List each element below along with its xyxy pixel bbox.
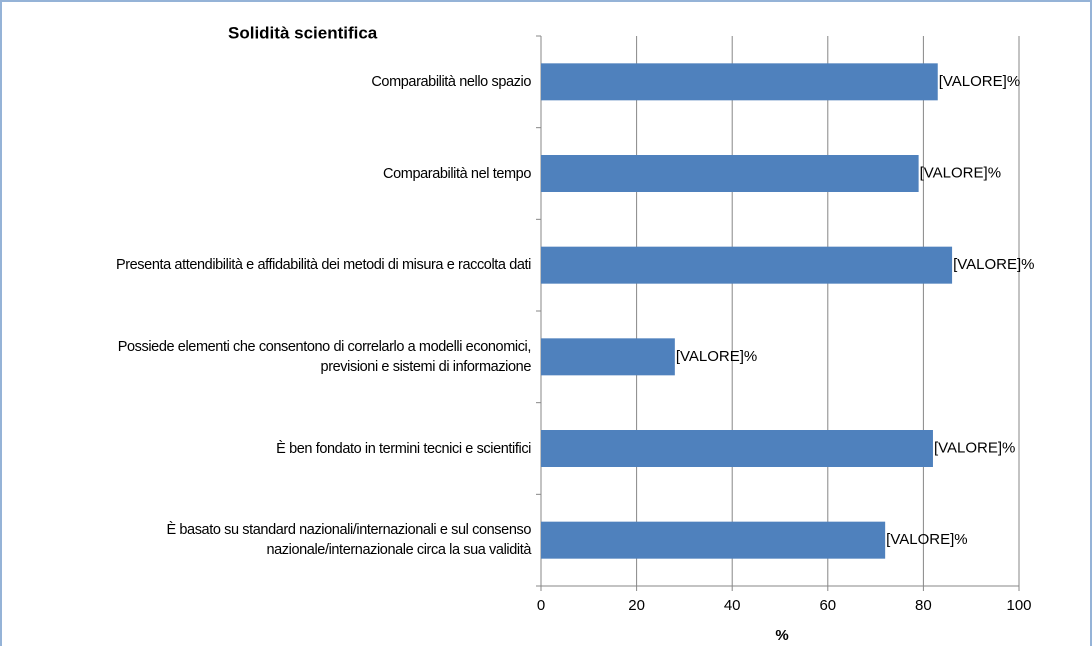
x-tick-label: 20 bbox=[628, 597, 645, 614]
y-tick-label: Possiede elementi che consentono di corr… bbox=[117, 338, 532, 375]
x-axis-label: % bbox=[775, 627, 788, 644]
value-label: [VALORE]% bbox=[676, 348, 757, 365]
value-label: [VALORE]% bbox=[939, 73, 1020, 90]
bar bbox=[541, 338, 675, 376]
x-tick-label: 40 bbox=[724, 597, 741, 614]
x-tick-label: 0 bbox=[537, 597, 545, 614]
value-label: [VALORE]% bbox=[886, 531, 967, 548]
value-label: [VALORE]% bbox=[953, 256, 1034, 273]
x-tick-label: 100 bbox=[1006, 597, 1031, 614]
y-tick-label: Presenta attendibilità e affidabilità de… bbox=[115, 257, 531, 274]
bar bbox=[541, 155, 919, 192]
bar bbox=[541, 521, 886, 559]
y-tick-label: Comparabilità nel tempo bbox=[383, 165, 531, 182]
value-label: [VALORE]% bbox=[934, 439, 1015, 456]
chart-title: Solidità scientifica bbox=[228, 23, 378, 42]
x-tick-label: 60 bbox=[819, 597, 836, 614]
y-tick-label: Comparabilità nello spazio bbox=[371, 73, 531, 90]
bar bbox=[541, 63, 938, 101]
y-tick-label: È basato su standard nazionali/internazi… bbox=[166, 522, 531, 559]
x-tick-label: 80 bbox=[915, 597, 932, 614]
bar bbox=[541, 246, 953, 284]
value-label: [VALORE]% bbox=[920, 164, 1001, 181]
bar bbox=[541, 430, 933, 467]
y-tick-label: È ben fondato in termini tecnici e scien… bbox=[276, 440, 531, 457]
